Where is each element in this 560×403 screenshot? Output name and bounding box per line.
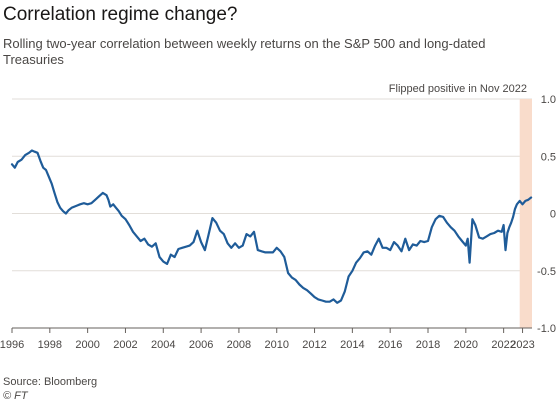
x-tick-label: 2006: [189, 339, 213, 351]
x-tick-label: 2008: [227, 339, 251, 351]
x-tick-label: 2022: [491, 339, 515, 351]
x-tick-label: 2010: [264, 339, 288, 351]
chart-subtitle: Rolling two-year correlation between wee…: [3, 36, 486, 67]
x-tick-label: 2012: [302, 339, 326, 351]
x-tick-label: 1996: [0, 339, 24, 351]
highlight-layer: [519, 99, 532, 328]
credit-note: © FT: [3, 390, 28, 402]
y-tick-label: -1.0: [537, 323, 556, 335]
x-tick-label: 2004: [151, 339, 175, 351]
source-note: Source: Bloomberg: [3, 376, 98, 388]
y-tick-label: -0.5: [537, 266, 556, 278]
x-tick-label: 2023: [510, 339, 534, 351]
x-tick-label: 1998: [38, 339, 62, 351]
y-tick-label: 0: [550, 209, 556, 221]
y-tick-label: 0.5: [541, 151, 556, 163]
x-tick-label: 2000: [75, 339, 99, 351]
x-tick-label: 2016: [378, 339, 402, 351]
series-layer: [10, 149, 533, 304]
x-tick-label: 2020: [454, 339, 478, 351]
chart-title: Correlation regime change?: [3, 4, 238, 25]
y-tick-label: 1.0: [541, 94, 556, 106]
highlight-label: Flipped positive in Nov 2022: [389, 83, 527, 95]
x-tick-label: 2018: [416, 339, 440, 351]
x-tick-label: 2014: [340, 339, 364, 351]
x-tick-label: 2002: [113, 339, 137, 351]
grid-layer: [12, 98, 532, 329]
series-line: [10, 149, 533, 304]
axis-layer: 1.0 0.5 0 -0.5 -1.0 Flipped positive in Nov 2…: [0, 83, 556, 351]
highlight-band: [519, 99, 532, 328]
